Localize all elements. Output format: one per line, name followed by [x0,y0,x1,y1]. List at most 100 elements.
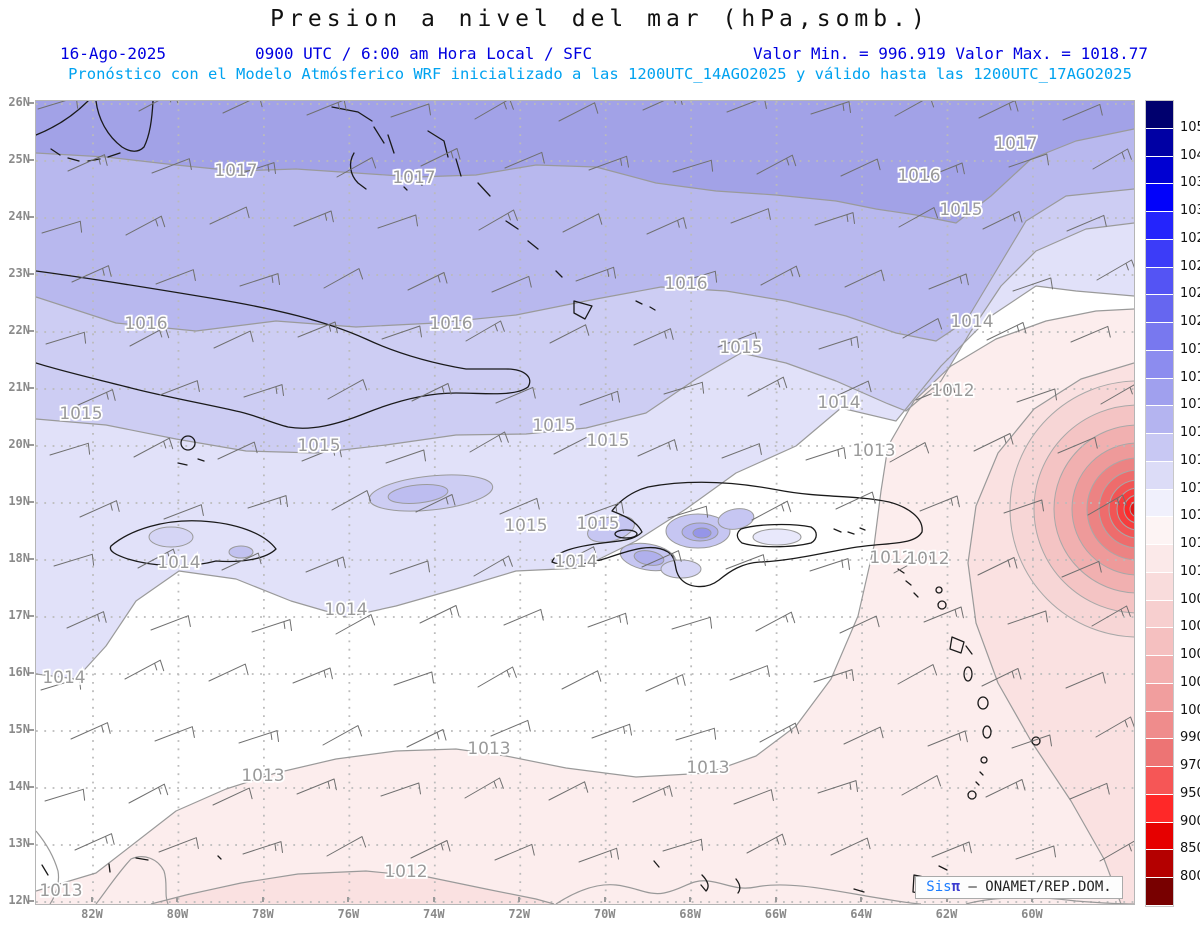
florida-coast [95,101,154,152]
pressure-shading-bands [36,101,1134,904]
isle-of-youth [180,435,196,451]
lon-label-60W: 60W [1021,907,1043,921]
isobar-label-1013: 1013 [467,739,510,759]
colorbar-segment [1146,517,1173,545]
header-info-line: 16-Ago-2025 0900 UTC / 6:00 am Hora Loca… [0,44,1200,64]
lat-label-14N: 14N [8,779,30,793]
colorbar-level-1012: 1012 [1180,536,1200,552]
lon-tick [945,897,948,902]
lat-tick [29,444,34,446]
colorbar-segment [1146,156,1173,185]
lat-tick [29,159,34,161]
lon-tick [91,897,93,902]
colorbar-segment [1146,267,1173,296]
lon-tick [603,897,606,902]
coastlines [36,101,1041,896]
lat-label-25N: 25N [8,152,30,166]
colorbar-level-990: 990 [1180,730,1200,746]
isobar-label-1012: 1012 [906,549,949,569]
lat-label-21N: 21N [8,380,30,394]
colorbar-level-1020: 1020 [1180,314,1200,330]
brand-sis: Sis [926,879,952,895]
lon-tick [1030,897,1033,902]
lat-tick [29,501,34,503]
hispaniola-coast [551,481,923,588]
florida-keys [50,148,121,162]
lon-tick [689,897,692,902]
isobar-1017 [36,128,1134,224]
lat-label-20N: 20N [8,437,30,451]
colorbar-segment [1146,489,1173,518]
colorbar-segment [1146,323,1173,351]
jamaica-coast [109,520,277,567]
isobar-label-1012: 1012 [384,862,427,882]
lon-label-80W: 80W [166,907,189,921]
isobar-1016 [36,188,1134,342]
isobar-label-1013: 1013 [39,881,82,901]
lon-label-72W: 72W [508,907,531,921]
colorbar-segment [1146,628,1173,656]
colorbar-level-1035: 1035 [1180,175,1200,191]
wind-barbs [37,101,1134,863]
colorbar-segment [1146,378,1173,407]
isobar-1015 [36,222,1134,454]
island-terrain-blobs [148,474,802,579]
colorbar-level-1025: 1025 [1180,258,1200,274]
lon-tick [774,897,777,902]
lon-label-62W: 62W [935,907,958,921]
colorbar-segment [1146,794,1173,823]
isobar-label-1014: 1014 [950,312,993,332]
colorbar-level-1019: 1019 [1180,341,1200,357]
puerto-rico-coast [736,523,817,548]
band-1010-1012-lobe [151,871,554,904]
lon-label-68W: 68W [679,907,701,921]
colorbar-level-970: 970 [1180,758,1200,774]
isobar-1013 [36,308,1134,892]
colorbar-segment [1146,128,1173,157]
band-1017-1018 [36,101,1134,223]
isobar-label-1014: 1014 [324,600,367,620]
lon-tick [347,897,350,902]
colorbar-level-1014: 1014 [1180,480,1200,496]
lat-label-23N: 23N [8,266,30,280]
isobar-1012-lobe [150,870,555,904]
colorbar-level-1050: 1050 [1180,119,1200,135]
colorbar-segment [1146,212,1173,240]
isobar-label-1017: 1017 [994,134,1037,154]
isobar-label-1016: 1016 [429,314,472,334]
lon-label-64W: 64W [850,907,872,921]
forecast-description: Pronóstico con el Modelo Atmósferico WRF… [68,65,1132,83]
brand-org: – ONAMET/REP.DOM. [960,879,1112,895]
lat-label-17N: 17N [8,608,30,622]
lat-tick [29,729,34,731]
lat-tick [29,102,34,104]
isobar-label-1015: 1015 [297,436,340,456]
lat-tick [29,786,34,788]
graticule-grid [36,101,1134,904]
lat-label-22N: 22N [8,323,30,337]
colorbar-level-950: 950 [1180,785,1200,801]
isobar-label-1015: 1015 [576,514,619,534]
isobar-label-1015: 1015 [532,416,575,436]
colorbar-segment [1146,545,1173,573]
colorbar-level-800: 800 [1180,869,1200,885]
isobar-label-1015: 1015 [59,404,102,424]
colorbar-level-1002: 1002 [1180,674,1200,690]
isobar-labels: 1017 1017 1017 1016 1016 1016 1016 1015 1015 1015… [38,132,1040,903]
isobar-label-1016: 1016 [664,274,707,294]
colorbar-segment [1146,572,1173,601]
lon-label-78W: 78W [252,907,274,921]
colorbar-segment [1146,822,1173,851]
lat-tick [29,387,34,389]
lon-tick [432,897,435,902]
colorbar-segment [1146,184,1173,212]
isobar-label-1013: 1013 [241,766,284,786]
lat-tick [29,672,34,674]
isobar-1014 [36,285,1134,680]
lat-label-13N: 13N [8,836,30,850]
lat-label-24N: 24N [8,209,30,223]
colorbar-segment [1146,767,1173,795]
isobar-label-1017: 1017 [214,161,257,181]
